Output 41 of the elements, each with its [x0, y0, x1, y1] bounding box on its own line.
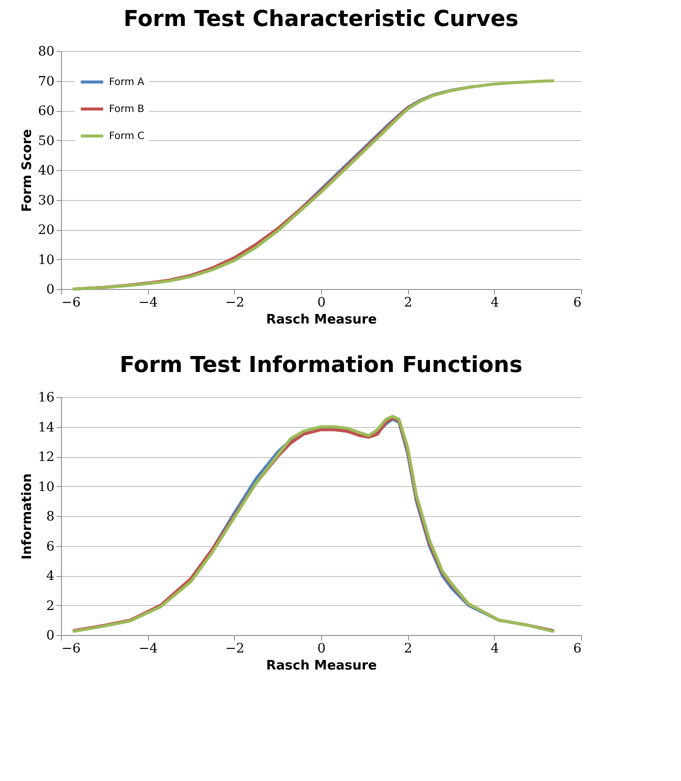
y-tick-label: 4	[46, 569, 54, 584]
y-tick-label: 30	[38, 193, 54, 208]
y-tick-label: 12	[38, 450, 54, 465]
chart-title: Form Test Characteristic Curves	[123, 7, 519, 32]
x-tick-label: 4	[490, 296, 499, 310]
x-tick-label: 6	[573, 642, 582, 656]
legend-label: Form C	[109, 131, 144, 142]
legend-label: Form B	[109, 104, 144, 115]
y-axis-title: Information	[20, 473, 35, 560]
y-tick-label: 10	[38, 252, 54, 268]
y-tick-label: 14	[38, 420, 54, 436]
y-tick-label: 8	[46, 510, 54, 524]
y-tick-label: 20	[38, 223, 54, 238]
x-tick-label: −4	[138, 296, 158, 310]
x-tick-label: 4	[490, 642, 499, 656]
y-tick-label: 50	[38, 134, 54, 149]
x-tick-label: −2	[225, 642, 244, 656]
x-tick-label: 6	[573, 296, 582, 310]
x-tick-label: 0	[317, 642, 326, 656]
x-tick-label: −6	[62, 296, 81, 310]
y-tick-label: 60	[38, 104, 54, 119]
y-tick-label: 40	[38, 164, 54, 178]
x-tick-label: −6	[62, 642, 81, 656]
y-tick-label: 0	[46, 282, 54, 298]
x-tick-label: 0	[317, 296, 326, 310]
legend-label: Form A	[109, 77, 144, 88]
x-tick-label: −4	[138, 642, 158, 656]
x-axis-title: Rasch Measure	[266, 658, 378, 674]
y-tick-label: 70	[38, 74, 54, 90]
x-tick-label: 2	[404, 642, 412, 656]
y-tick-label: 6	[46, 539, 54, 554]
y-tick-label: 0	[46, 628, 54, 644]
y-tick-label: 80	[38, 44, 54, 60]
y-axis-title: Form Score	[20, 128, 35, 212]
x-tick-label: −2	[225, 296, 244, 310]
chart-title: Form Test Information Functions	[120, 353, 522, 378]
y-tick-label: 16	[38, 390, 54, 406]
y-tick-label: 2	[46, 598, 54, 614]
y-tick-label: 10	[38, 480, 54, 495]
x-tick-label: 2	[404, 296, 412, 310]
x-axis-title: Rasch Measure	[266, 312, 378, 328]
